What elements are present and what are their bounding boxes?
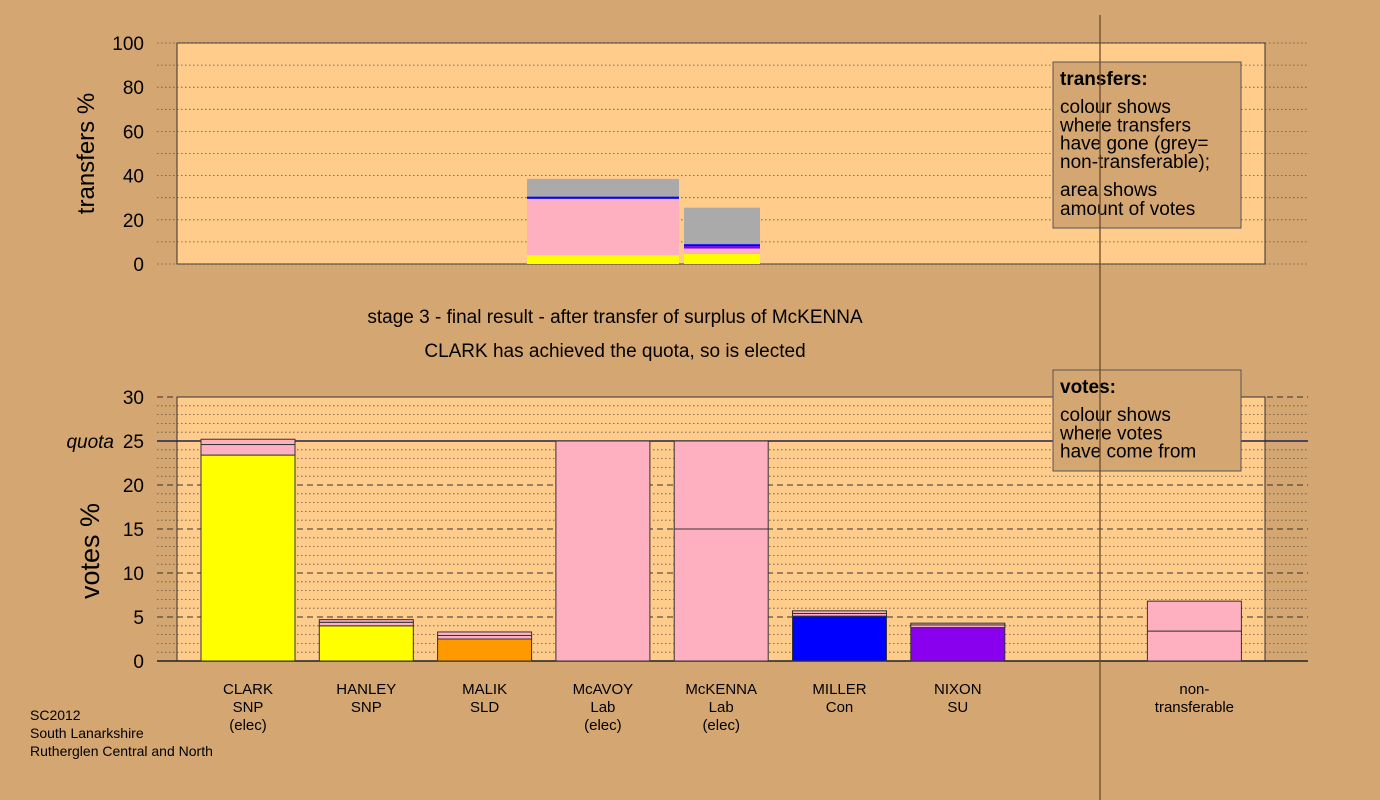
- vote-segment: [437, 631, 533, 636]
- y-axis-label: transfers %: [73, 93, 100, 214]
- legend-title: transfers:: [1060, 69, 1148, 90]
- y-tick-label: 60: [123, 122, 144, 143]
- y-tick-label: 15: [123, 520, 144, 541]
- votes-legend-box: [1052, 369, 1242, 472]
- y-tick-label: 80: [123, 78, 144, 99]
- y-tick-label: 40: [123, 167, 144, 188]
- candidate-label: SNP: [233, 699, 264, 716]
- vote-segment: [792, 610, 887, 614]
- y-tick-label: 25: [123, 432, 144, 453]
- vote-segment: [318, 621, 414, 627]
- candidate-label: transferable: [1155, 699, 1234, 716]
- stage-heading: stage 3 - final result - after transfer …: [367, 307, 863, 362]
- transfer-segment: [527, 178, 679, 197]
- candidate-label: McKENNA: [685, 681, 757, 698]
- transfer-segment: [684, 254, 760, 264]
- transfer-segment: [684, 244, 760, 247]
- footer-line: SC2012: [30, 707, 81, 723]
- candidate-label: MALIK: [462, 681, 507, 698]
- transfer-segment: [527, 198, 679, 256]
- candidate-label: SU: [947, 699, 968, 716]
- candidate-label: NIXON: [934, 681, 982, 698]
- quota-label: quota: [66, 432, 114, 453]
- vote-segment: [318, 619, 414, 623]
- footer-line: South Lanarkshire: [30, 725, 144, 741]
- y-tick-label: 0: [133, 652, 144, 673]
- candidate-label: (elec): [702, 717, 740, 734]
- vote-segment: [200, 454, 296, 662]
- transfer-segment: [527, 255, 679, 264]
- legend-text: colour shows: [1060, 97, 1171, 118]
- candidate-label: CLARK: [223, 681, 273, 698]
- vote-segment: [673, 528, 769, 662]
- y-tick-label: 30: [123, 388, 144, 409]
- legend-title: votes:: [1060, 377, 1116, 398]
- vote-segment: [910, 622, 1006, 626]
- y-tick-label: 0: [133, 255, 144, 276]
- legend-text: where transfers: [1059, 115, 1191, 136]
- legend-text: colour shows: [1060, 405, 1171, 426]
- transfer-segment: [684, 207, 760, 245]
- footer-caption: SC2012 South Lanarkshire Rutherglen Cent…: [30, 707, 213, 759]
- candidate-label: Con: [826, 699, 854, 716]
- transfer-segment: [684, 246, 760, 249]
- candidate-label: MILLER: [812, 681, 866, 698]
- candidate-label: McAVOY: [573, 681, 634, 698]
- candidate-label: HANLEY: [336, 681, 396, 698]
- vote-segment: [200, 444, 296, 456]
- heading-line-2: CLARK has achieved the quota, so is elec…: [424, 341, 805, 362]
- legend-text: area shows: [1060, 180, 1157, 201]
- vote-segment: [555, 440, 651, 662]
- transfer-segment: [527, 196, 679, 199]
- vote-segment: [792, 615, 887, 662]
- y-axis-label: votes %: [75, 503, 105, 599]
- candidate-label: (elec): [229, 717, 267, 734]
- candidate-label: (elec): [584, 717, 622, 734]
- candidate-label: SNP: [351, 699, 382, 716]
- transfers-legend-box: [1052, 61, 1242, 229]
- vote-segment: [437, 638, 533, 662]
- transfer-segment: [684, 248, 760, 255]
- candidate-label: Lab: [709, 699, 734, 716]
- legend-text: have gone (grey=: [1060, 134, 1208, 155]
- vote-segment: [437, 634, 533, 640]
- legend-text: non-transferable);: [1060, 152, 1210, 173]
- vote-segment: [673, 440, 769, 530]
- footer-line: Rutherglen Central and North: [30, 743, 213, 759]
- candidate-label: non-: [1179, 681, 1209, 698]
- vote-segment: [1146, 600, 1242, 632]
- y-tick-label: 20: [123, 211, 144, 232]
- y-tick-label: 20: [123, 476, 144, 497]
- votes-chart: quota 0 5 10 15 20 25 30 votes % votes: colour sho…: [66, 369, 1308, 734]
- candidate-label: SLD: [470, 699, 499, 716]
- transfers-chart: 0 20 40 60 80 100 transfers % transfers: colour …: [73, 34, 1308, 276]
- vote-segment: [318, 625, 414, 662]
- legend-text: where votes: [1059, 423, 1162, 444]
- legend-text: have come from: [1060, 442, 1196, 463]
- vote-segment: [200, 438, 296, 446]
- y-tick-label: 5: [133, 608, 144, 629]
- vote-segment: [910, 627, 1006, 662]
- vote-segment: [1146, 630, 1242, 662]
- candidate-label: Lab: [590, 699, 615, 716]
- y-tick-label: 100: [112, 34, 144, 55]
- y-tick-label: 10: [123, 564, 144, 585]
- heading-line-1: stage 3 - final result - after transfer …: [367, 307, 863, 328]
- legend-text: amount of votes: [1060, 199, 1195, 220]
